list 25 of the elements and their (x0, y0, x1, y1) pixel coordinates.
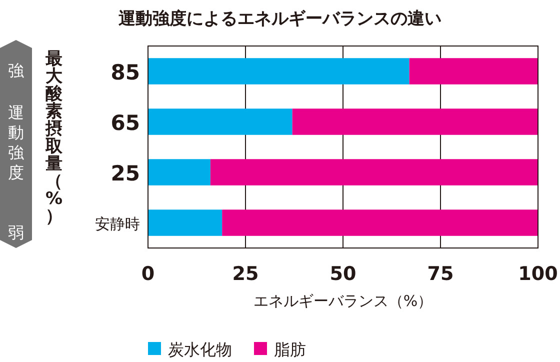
bar (148, 58, 410, 84)
bar (409, 58, 538, 84)
legend-label: 炭水化物 (168, 340, 232, 359)
bar (148, 210, 222, 236)
x-tick-label: 100 (518, 263, 558, 285)
y-tick-label: 85 (110, 60, 140, 84)
bar (148, 108, 292, 135)
bar (210, 159, 538, 186)
bar (292, 108, 538, 135)
y-tick-label: 65 (110, 110, 140, 135)
text: 弱 (8, 223, 24, 242)
x-tick-label: 25 (232, 263, 259, 285)
x-tick-label: 50 (330, 263, 356, 285)
text: 強 (8, 61, 24, 80)
legend-label: 脂肪 (274, 340, 306, 359)
bar (222, 210, 538, 236)
x-tick-label: 75 (427, 263, 454, 285)
x-tick-label: 0 (141, 263, 155, 285)
text: 運動強度 (8, 103, 24, 182)
x-axis-title: エネルギーバランス（%） (253, 292, 433, 310)
bar (148, 159, 210, 186)
y-tick-label: 25 (110, 161, 140, 186)
chart-title: 運動強度によるエネルギーバランスの違い (118, 9, 442, 29)
text: 最大酸素摂取量（%） (45, 49, 63, 226)
y-tick-label: 安静時 (95, 214, 140, 233)
